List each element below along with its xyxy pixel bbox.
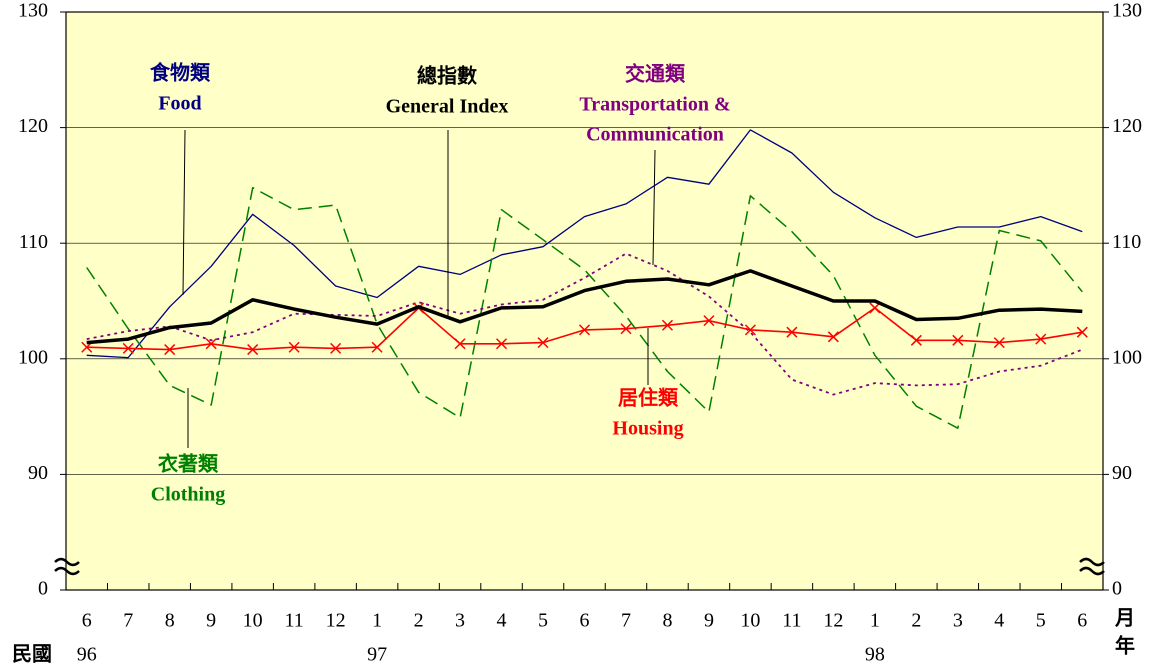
x-tick-label: 11 [782, 610, 801, 632]
point-marker [122, 342, 134, 354]
point-marker [786, 326, 798, 338]
y2-tick-label: 100 [1112, 346, 1142, 368]
year-label: 97 [367, 644, 387, 666]
axis-break [1079, 557, 1105, 576]
y-tick-label: 110 [19, 231, 48, 253]
x-tick-label: 10 [740, 610, 760, 632]
point-marker [993, 337, 1005, 349]
series-line [86, 129, 1083, 359]
y-tick-label: 0 [38, 578, 48, 600]
series-label: Housing [612, 418, 683, 440]
point-marker [164, 344, 176, 356]
x-tick-label: 4 [994, 610, 1004, 632]
y2-tick-label: 90 [1112, 462, 1132, 484]
x-tick-label: 9 [704, 610, 714, 632]
leader-line [652, 149, 656, 266]
y-tick-label: 130 [18, 0, 48, 22]
y2-tick-label: 0 [1112, 578, 1122, 600]
y2-tick-label: 110 [1112, 231, 1141, 253]
series-label: Communication [586, 124, 724, 146]
x-tick-label: 10 [243, 610, 263, 632]
point-marker [330, 342, 342, 354]
month-unit: 月 [1114, 608, 1135, 630]
series-label: Food [158, 93, 201, 115]
point-marker [454, 338, 466, 350]
x-tick-label: 2 [414, 610, 424, 632]
point-marker [496, 338, 508, 350]
point-marker [744, 324, 756, 336]
series-label: 交通類 [625, 62, 686, 86]
point-marker [827, 331, 839, 343]
x-tick-label: 1 [870, 610, 880, 632]
series-label: General Index [386, 96, 509, 118]
x-tick-label: 8 [662, 610, 672, 632]
x-tick-label: 6 [1077, 610, 1087, 632]
leader-line [182, 129, 186, 296]
year-unit: 年 [1115, 634, 1135, 658]
y-tick-label: 100 [18, 346, 48, 368]
series-line [86, 269, 1083, 345]
x-tick-label: 5 [538, 610, 548, 632]
x-tick-label: 6 [580, 610, 590, 632]
point-marker [1035, 333, 1047, 345]
x-tick-label: 9 [206, 610, 216, 632]
x-tick-label: 4 [497, 610, 507, 632]
y-tick-label: 90 [28, 462, 48, 484]
point-marker [620, 323, 632, 335]
point-marker [661, 319, 673, 331]
x-tick-label: 1 [372, 610, 382, 632]
point-marker [247, 344, 259, 356]
x-tick-label: 7 [621, 610, 631, 632]
year-label: 98 [865, 644, 885, 666]
x-tick-label: 11 [285, 610, 304, 632]
point-marker [1076, 326, 1088, 338]
point-marker [288, 341, 300, 353]
plot-area [65, 11, 1104, 591]
x-tick-label: 12 [823, 610, 843, 632]
point-marker [537, 337, 549, 349]
point-marker [371, 341, 383, 353]
point-marker [703, 315, 715, 327]
x-tick-label: 7 [123, 610, 133, 632]
x-tick-label: 3 [953, 610, 963, 632]
year-prefix: 民國 [12, 644, 52, 666]
series-line [86, 252, 1083, 396]
series-label: 居住類 [618, 386, 679, 410]
series-label: 食物類 [150, 61, 211, 85]
series-label: Clothing [151, 484, 225, 506]
x-tick-label: 12 [326, 610, 346, 632]
series-line [86, 186, 1083, 429]
x-tick-label: 6 [82, 610, 92, 632]
x-tick-label: 2 [911, 610, 921, 632]
x-tick-label: 8 [165, 610, 175, 632]
year-label: 96 [77, 644, 97, 666]
y-tick-label: 120 [18, 115, 48, 137]
x-tick-label: 3 [455, 610, 465, 632]
point-marker [952, 334, 964, 346]
series-label: 衣著類 [158, 452, 219, 476]
y2-tick-label: 120 [1112, 115, 1142, 137]
point-marker [910, 334, 922, 346]
point-marker [205, 338, 217, 350]
axis-break [54, 557, 80, 576]
point-marker [869, 302, 881, 314]
series-label: 總指數 [417, 64, 477, 88]
series-label: Transportation & [579, 94, 730, 116]
y2-tick-label: 130 [1112, 0, 1142, 22]
point-marker [578, 324, 591, 336]
x-tick-label: 5 [1036, 610, 1046, 632]
